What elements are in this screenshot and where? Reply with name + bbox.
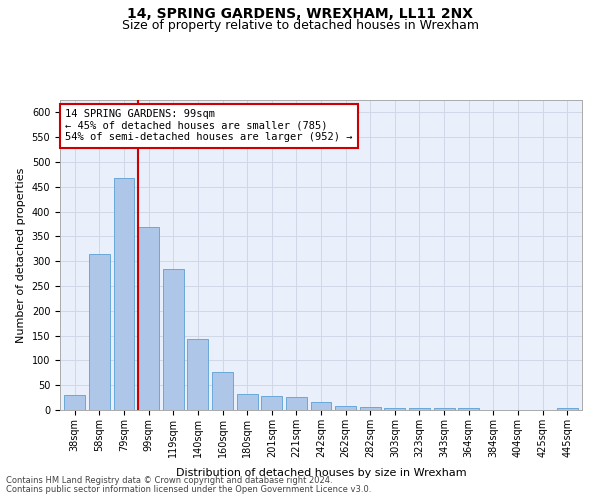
Y-axis label: Number of detached properties: Number of detached properties (16, 168, 26, 342)
Bar (458, 408, 479, 410)
Bar (187, 339, 208, 410)
Bar (64, 395, 85, 410)
Bar (557, 408, 578, 410)
Bar (138, 228, 159, 410)
Text: Contains HM Land Registry data © Crown copyright and database right 2024.: Contains HM Land Registry data © Crown c… (6, 476, 332, 485)
Bar (360, 407, 381, 410)
Bar (286, 396, 307, 410)
Bar (163, 268, 184, 410)
Bar (311, 402, 331, 410)
Bar (335, 406, 356, 410)
Text: Contains public sector information licensed under the Open Government Licence v3: Contains public sector information licen… (6, 485, 371, 494)
Text: 14, SPRING GARDENS, WREXHAM, LL11 2NX: 14, SPRING GARDENS, WREXHAM, LL11 2NX (127, 8, 473, 22)
Text: Distribution of detached houses by size in Wrexham: Distribution of detached houses by size … (176, 468, 466, 477)
Bar (409, 408, 430, 410)
Bar (89, 254, 110, 410)
Bar (113, 178, 134, 410)
Bar (385, 408, 406, 410)
Bar (261, 396, 282, 410)
Bar (212, 372, 233, 410)
Bar (434, 408, 455, 410)
Text: 14 SPRING GARDENS: 99sqm
← 45% of detached houses are smaller (785)
54% of semi-: 14 SPRING GARDENS: 99sqm ← 45% of detach… (65, 110, 353, 142)
Text: Size of property relative to detached houses in Wrexham: Size of property relative to detached ho… (121, 19, 479, 32)
Bar (236, 394, 257, 410)
